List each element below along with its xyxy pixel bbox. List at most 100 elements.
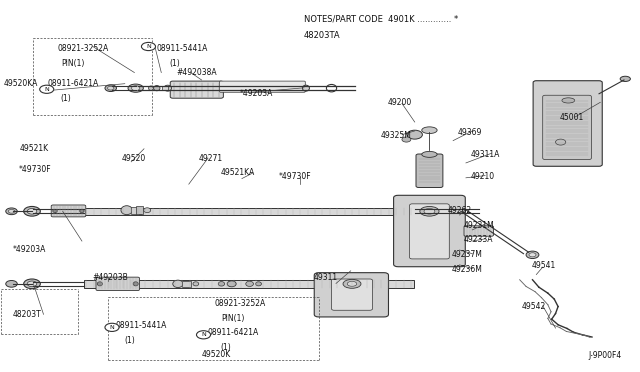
FancyBboxPatch shape <box>543 95 591 160</box>
Text: 49311A: 49311A <box>470 150 500 159</box>
Text: 49237M: 49237M <box>451 250 482 259</box>
Text: 49233A: 49233A <box>464 235 493 244</box>
Ellipse shape <box>402 137 411 142</box>
Bar <box>84 280 414 288</box>
FancyBboxPatch shape <box>314 273 388 317</box>
Ellipse shape <box>24 206 40 216</box>
Text: 08911-6421A: 08911-6421A <box>208 328 259 337</box>
Ellipse shape <box>227 281 236 287</box>
Text: (1): (1) <box>125 336 136 345</box>
Text: 49520: 49520 <box>122 154 146 163</box>
Ellipse shape <box>154 86 160 91</box>
Text: 49200: 49200 <box>387 98 412 107</box>
Text: 49325M: 49325M <box>381 131 412 140</box>
Text: PIN(1): PIN(1) <box>221 314 244 323</box>
Circle shape <box>105 323 119 331</box>
FancyBboxPatch shape <box>51 205 86 217</box>
Bar <box>136 206 143 214</box>
Text: N: N <box>44 87 49 92</box>
Text: PIN(1): PIN(1) <box>61 59 84 68</box>
Text: 49520K: 49520K <box>202 350 231 359</box>
Text: *49730F: *49730F <box>19 165 52 174</box>
Text: 08921-3252A: 08921-3252A <box>214 299 266 308</box>
Ellipse shape <box>424 208 435 214</box>
Ellipse shape <box>27 281 36 287</box>
Text: 08911-5441A: 08911-5441A <box>115 321 166 330</box>
Ellipse shape <box>128 84 143 92</box>
Ellipse shape <box>256 282 262 286</box>
Ellipse shape <box>556 139 566 145</box>
Text: 08911-6421A: 08911-6421A <box>48 79 99 88</box>
Ellipse shape <box>108 86 114 90</box>
Bar <box>84 208 414 215</box>
FancyBboxPatch shape <box>96 277 140 291</box>
Text: 49520KA: 49520KA <box>3 79 38 88</box>
Text: (1): (1) <box>221 343 232 352</box>
Ellipse shape <box>121 206 132 215</box>
Text: 49521K: 49521K <box>19 144 49 153</box>
Ellipse shape <box>343 279 361 288</box>
Ellipse shape <box>133 282 138 286</box>
Circle shape <box>40 85 54 93</box>
FancyBboxPatch shape <box>170 81 223 98</box>
Text: 48203TA: 48203TA <box>304 31 340 40</box>
Ellipse shape <box>105 85 116 92</box>
Text: 49311: 49311 <box>314 273 338 282</box>
Text: #492038A: #492038A <box>176 68 216 77</box>
Text: 49541: 49541 <box>531 262 556 270</box>
Text: (1): (1) <box>170 59 180 68</box>
Text: J-9P00F4: J-9P00F4 <box>589 351 622 360</box>
Ellipse shape <box>529 253 536 257</box>
Bar <box>131 207 141 214</box>
Text: N: N <box>146 44 151 49</box>
Text: 49231M: 49231M <box>464 221 495 230</box>
FancyBboxPatch shape <box>410 204 449 259</box>
Ellipse shape <box>302 85 309 91</box>
Text: 49271: 49271 <box>198 154 223 163</box>
Circle shape <box>141 42 156 51</box>
Ellipse shape <box>420 206 439 216</box>
Text: *49730F: *49730F <box>278 172 311 181</box>
Text: *49203A: *49203A <box>240 89 273 97</box>
Ellipse shape <box>246 281 253 286</box>
Text: 08921-3252A: 08921-3252A <box>58 44 109 53</box>
Ellipse shape <box>52 209 58 213</box>
Text: *49203A: *49203A <box>13 245 46 254</box>
Ellipse shape <box>6 280 17 287</box>
Ellipse shape <box>407 130 422 139</box>
Ellipse shape <box>193 282 198 286</box>
Text: 08911-5441A: 08911-5441A <box>157 44 208 53</box>
Text: 49262: 49262 <box>448 206 472 215</box>
Ellipse shape <box>27 208 36 214</box>
Ellipse shape <box>132 86 140 91</box>
Text: #49203B: #49203B <box>93 273 129 282</box>
Ellipse shape <box>173 280 183 288</box>
Ellipse shape <box>6 208 17 215</box>
Bar <box>182 281 191 287</box>
FancyBboxPatch shape <box>533 81 602 166</box>
Ellipse shape <box>422 151 437 157</box>
Bar <box>162 86 168 90</box>
Circle shape <box>196 331 211 339</box>
Ellipse shape <box>97 282 102 286</box>
FancyBboxPatch shape <box>220 81 305 92</box>
Ellipse shape <box>8 209 15 213</box>
Ellipse shape <box>24 279 40 289</box>
Text: 49236M: 49236M <box>451 265 482 274</box>
Ellipse shape <box>80 209 84 213</box>
FancyBboxPatch shape <box>394 195 465 267</box>
FancyBboxPatch shape <box>332 279 372 310</box>
Ellipse shape <box>526 251 539 259</box>
Ellipse shape <box>562 98 575 103</box>
Text: 49521KA: 49521KA <box>221 169 255 177</box>
Text: 49210: 49210 <box>470 172 495 181</box>
Ellipse shape <box>164 85 172 91</box>
Text: 48203T: 48203T <box>13 310 42 319</box>
Ellipse shape <box>347 281 357 286</box>
Text: N: N <box>109 325 115 330</box>
Text: (1): (1) <box>61 94 72 103</box>
Ellipse shape <box>144 208 151 213</box>
Text: NOTES/PART CODE  4901K ............. *: NOTES/PART CODE 4901K ............. * <box>304 14 458 23</box>
Text: 45001: 45001 <box>560 113 584 122</box>
Text: 49369: 49369 <box>458 128 482 137</box>
